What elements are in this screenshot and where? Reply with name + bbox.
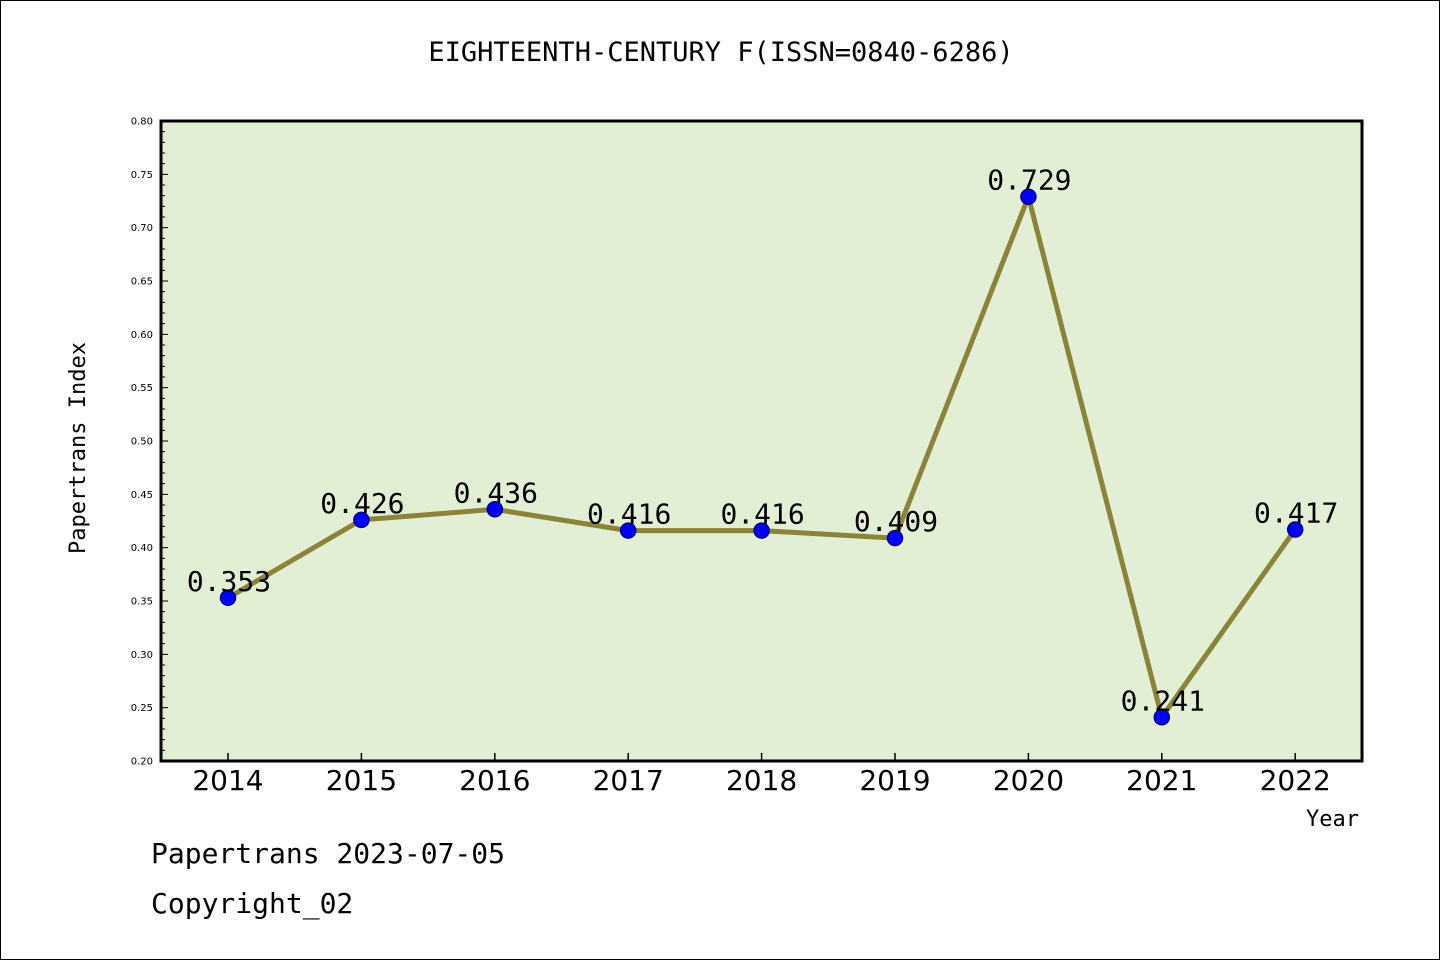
x-tick-label: 2014 bbox=[192, 764, 263, 797]
y-tick-label: 0.30 bbox=[131, 650, 153, 661]
data-label: 0.353 bbox=[187, 565, 271, 598]
y-tick-label: 0.75 bbox=[131, 170, 153, 181]
data-label: 0.426 bbox=[320, 487, 404, 520]
x-tick-label: 2020 bbox=[993, 764, 1064, 797]
y-tick-label: 0.60 bbox=[131, 330, 153, 341]
x-tick-label: 2016 bbox=[459, 764, 530, 797]
footer-copyright: Copyright_02 bbox=[151, 887, 354, 920]
x-axis-label: Year bbox=[1306, 807, 1359, 832]
y-tick-label: 0.20 bbox=[131, 757, 153, 768]
x-tick-label: 2022 bbox=[1260, 764, 1331, 797]
x-tick-label: 2019 bbox=[859, 764, 930, 797]
data-label: 0.417 bbox=[1254, 497, 1338, 530]
data-label: 0.241 bbox=[1121, 684, 1205, 717]
y-tick-label: 0.35 bbox=[131, 597, 153, 608]
y-tick-label: 0.40 bbox=[131, 543, 153, 554]
data-point bbox=[353, 511, 370, 529]
plot-frame bbox=[159, 119, 1364, 763]
x-axis: 2014 2015 2016 2017 2018 2019 2020 2021 2022 bbox=[192, 753, 1331, 797]
data-labels: 0.353 0.426 0.436 0.416 0.416 0.409 0.729 0.241… bbox=[187, 164, 1338, 718]
data-point bbox=[619, 522, 637, 539]
y-tick-label: 0.65 bbox=[131, 277, 153, 288]
y-tick-label: 0.80 bbox=[131, 117, 153, 128]
x-tick-label: 2017 bbox=[593, 764, 664, 797]
data-point bbox=[1153, 709, 1171, 726]
y-tick-label: 0.45 bbox=[131, 490, 153, 501]
x-tick-label: 2018 bbox=[726, 764, 797, 797]
y-tick-label: 0.50 bbox=[131, 437, 153, 448]
data-label: 0.409 bbox=[854, 505, 938, 538]
x-tick-label: 2021 bbox=[1126, 764, 1197, 797]
data-point bbox=[486, 501, 504, 518]
data-point bbox=[753, 522, 770, 539]
data-point bbox=[1286, 521, 1304, 538]
y-axis-label: Papertrans Index bbox=[66, 342, 91, 554]
x-tick-label: 2015 bbox=[326, 764, 397, 797]
chart-title: EIGHTEENTH-CENTURY F(ISSN=0840-6286) bbox=[428, 37, 1014, 68]
data-point bbox=[886, 529, 904, 547]
data-label: 0.416 bbox=[720, 498, 804, 531]
footer-date: Papertrans 2023-07-05 bbox=[151, 837, 506, 870]
y-tick-label: 0.70 bbox=[131, 223, 153, 234]
y-axis: 0.20 0.25 0.30 0.35 0.40 0.45 0.50 0.55 0.60 0.65… bbox=[131, 117, 168, 768]
data-label: 0.436 bbox=[454, 476, 538, 509]
data-label: 0.416 bbox=[587, 498, 671, 531]
y-tick-label: 0.25 bbox=[131, 703, 153, 714]
data-label: 0.729 bbox=[987, 164, 1071, 197]
series-markers bbox=[219, 188, 1304, 726]
data-point bbox=[219, 589, 237, 607]
data-point bbox=[1020, 188, 1037, 205]
y-tick-label: 0.55 bbox=[131, 383, 153, 394]
plot-area bbox=[161, 121, 1362, 761]
